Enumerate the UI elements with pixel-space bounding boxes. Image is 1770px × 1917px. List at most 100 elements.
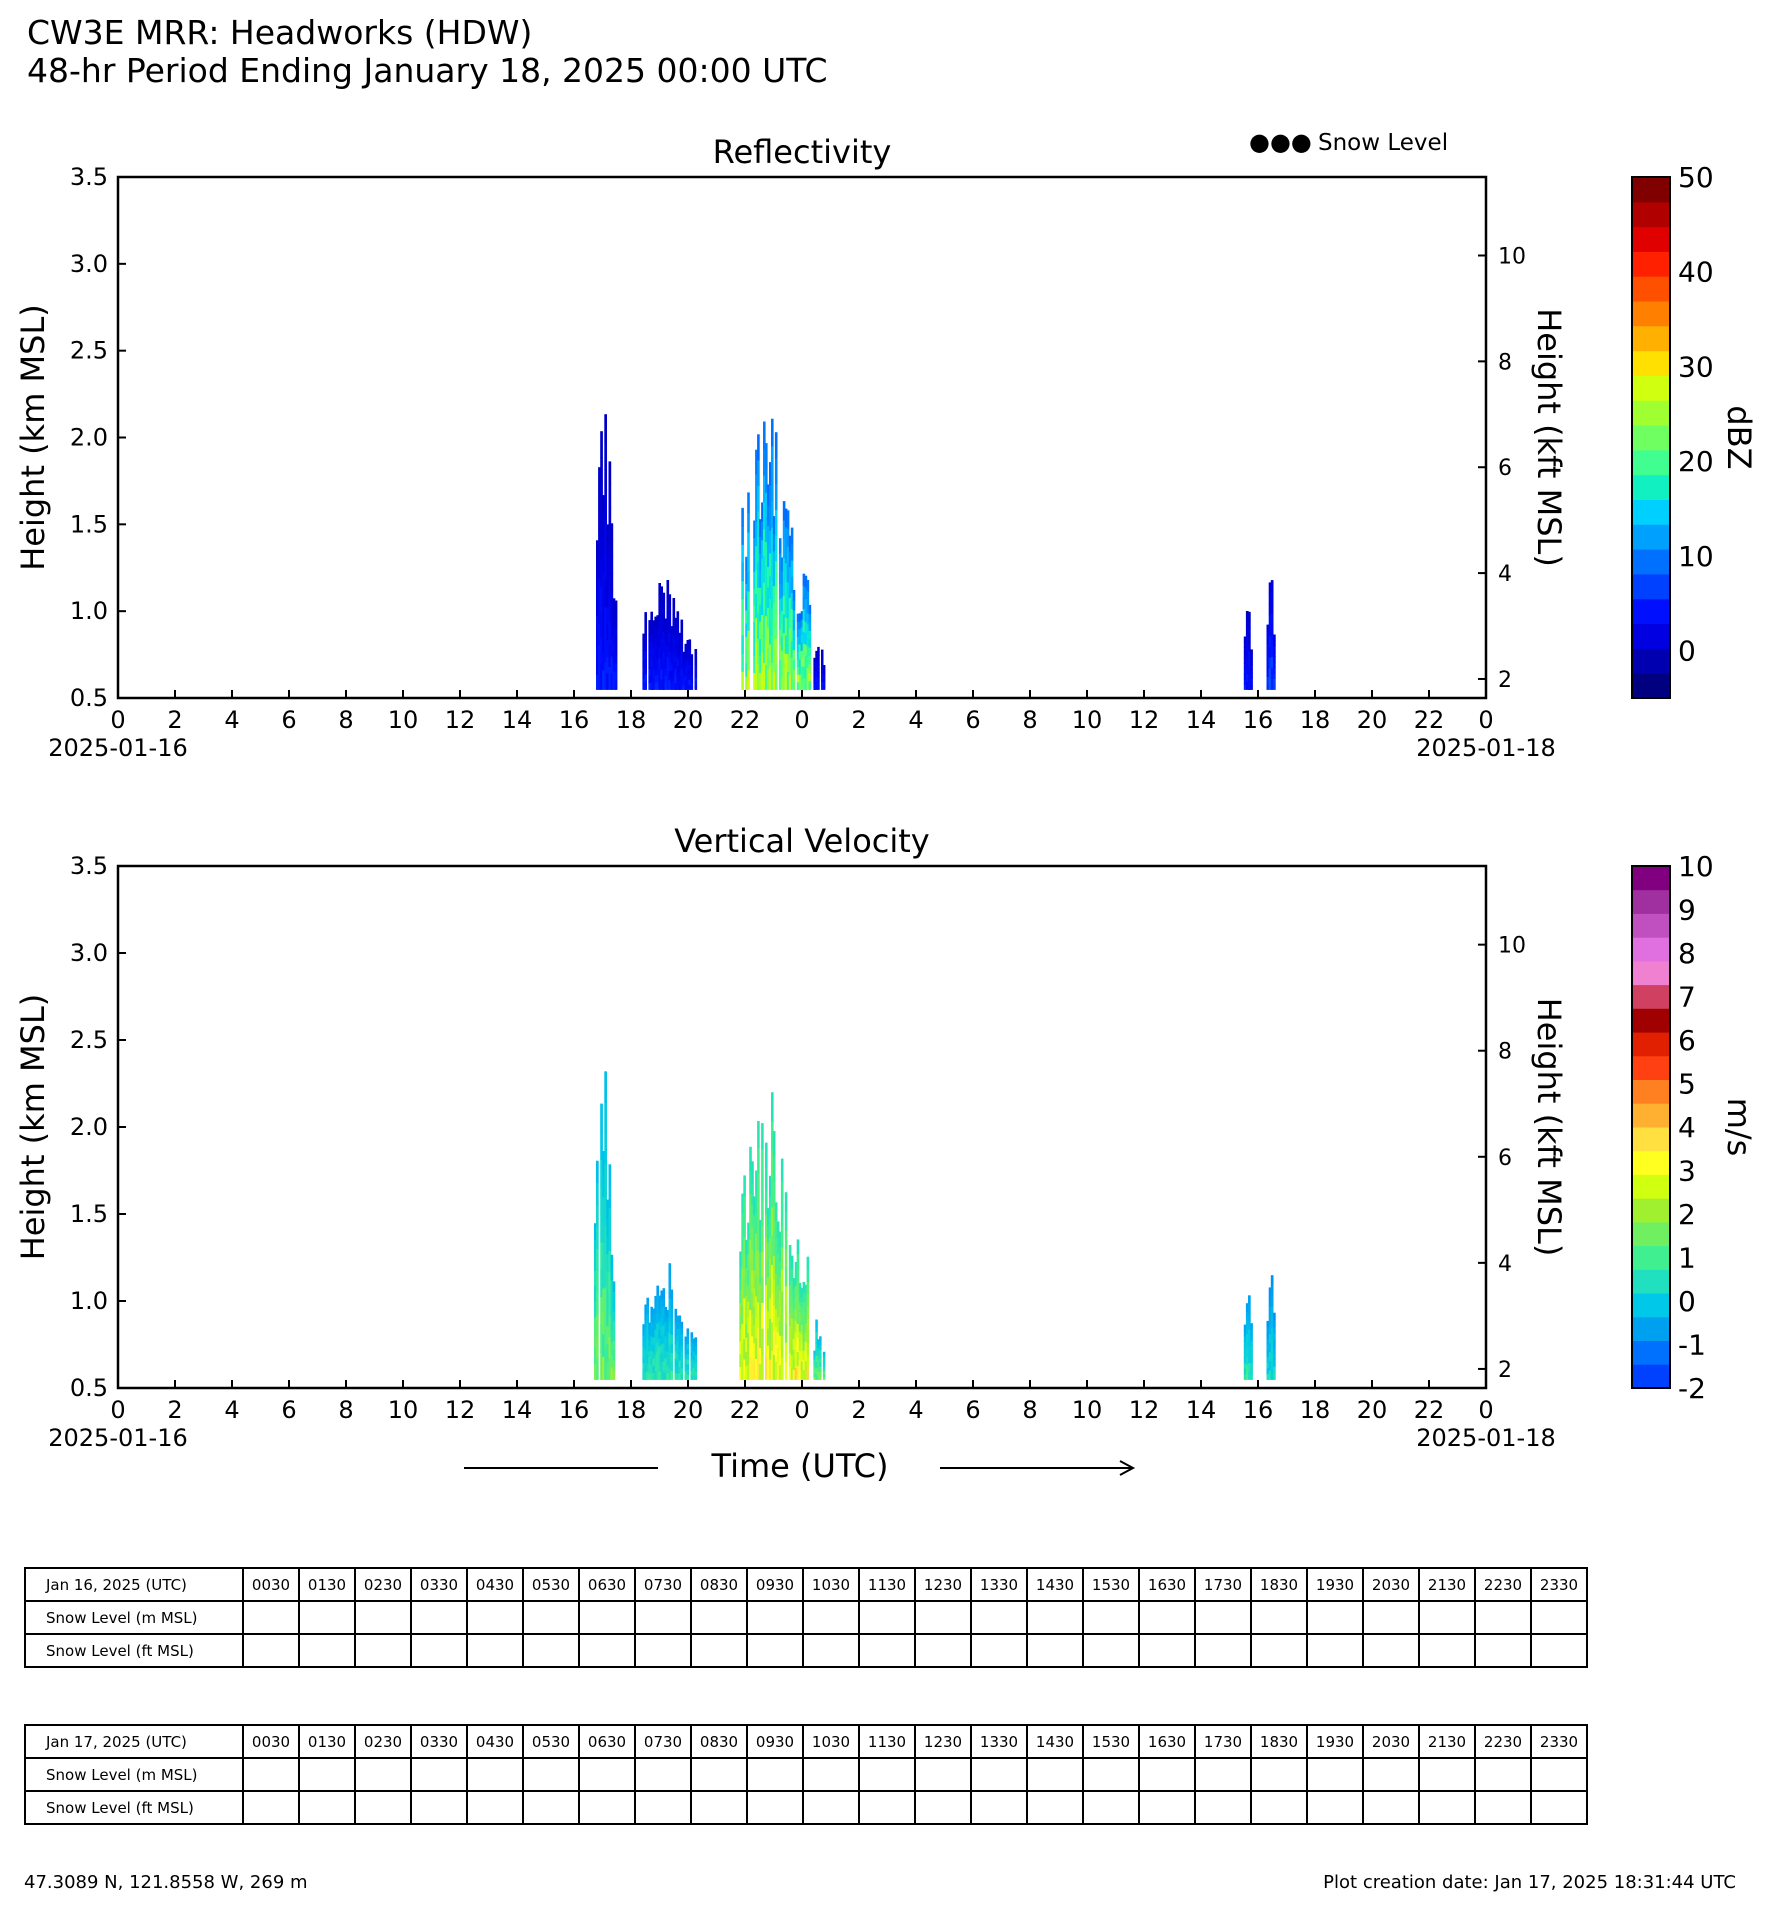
echo-cell	[778, 628, 782, 645]
echo-cell	[771, 581, 774, 609]
echo-cell	[670, 657, 674, 665]
echo-cell	[1250, 657, 1253, 662]
echo-cell	[813, 1376, 816, 1380]
echo-cell	[1248, 1303, 1251, 1313]
echo-cell	[767, 1310, 770, 1329]
echo-cell	[802, 631, 806, 644]
echo-cell	[676, 1347, 680, 1355]
echo-cell	[1270, 656, 1274, 668]
echo-cell	[664, 1343, 668, 1351]
echo-cell	[776, 1221, 780, 1238]
echo-cell	[800, 1361, 804, 1371]
echo-cell	[606, 1199, 610, 1219]
snow-level-cell	[354, 1600, 412, 1635]
snow-level-cell	[634, 1790, 692, 1825]
echo-cell	[648, 627, 651, 635]
echo-cell	[784, 1360, 788, 1380]
x-tick-label: 22	[1414, 1396, 1445, 1424]
echo-cell	[767, 1225, 770, 1243]
echo-cell	[656, 1323, 659, 1334]
echo-cell	[596, 614, 599, 631]
echo-cell	[817, 1375, 820, 1380]
echo-cell	[610, 606, 614, 624]
echo-cell	[765, 664, 768, 690]
echo-cell	[594, 1348, 597, 1365]
echo-cell	[769, 598, 772, 622]
echo-cell	[658, 1329, 661, 1339]
echo-cell	[688, 649, 692, 655]
snow-level-cell	[578, 1757, 636, 1792]
echo-cell	[658, 1320, 661, 1330]
x-tick-label: 10	[388, 706, 419, 734]
colorbar-segment	[1632, 1055, 1670, 1080]
echo-cell	[676, 1360, 680, 1368]
echo-cell	[1266, 1326, 1270, 1334]
echo-cell	[684, 1340, 688, 1346]
echo-cell	[694, 665, 698, 670]
echo-cell	[790, 608, 794, 626]
echo-cell	[694, 1345, 698, 1351]
echo-cell	[684, 671, 688, 677]
echo-cell	[596, 1270, 599, 1293]
echo-cell	[1268, 646, 1272, 658]
echo-cell	[610, 1304, 614, 1318]
y-tick-label: 2.0	[70, 1113, 108, 1141]
echo-cell	[784, 1267, 788, 1287]
echo-cell	[650, 681, 653, 690]
echo-cell	[767, 1276, 770, 1295]
echo-cell	[802, 608, 806, 621]
snow-level-cell	[746, 1633, 804, 1668]
echo-cell	[614, 662, 618, 673]
echo-cell	[813, 1350, 816, 1355]
arrow-head-icon	[1119, 1460, 1136, 1476]
colorbar-tick-label: 3	[1678, 1155, 1696, 1188]
echo-cell	[648, 668, 651, 676]
y-tick-label: 1.0	[70, 1287, 108, 1315]
echo-cell	[644, 1371, 647, 1380]
echo-cell	[654, 616, 657, 625]
echo-cell	[757, 587, 760, 614]
echo-cell	[674, 646, 678, 655]
echo-cell	[806, 590, 810, 603]
echo-cell	[598, 667, 601, 690]
echo-cell	[652, 1365, 655, 1373]
echo-cell	[692, 1375, 696, 1380]
echo-cell	[815, 666, 818, 671]
echo-cell	[792, 659, 796, 670]
echo-cell	[596, 555, 599, 571]
echo-cell	[778, 1320, 782, 1336]
echo-cell	[790, 1317, 794, 1331]
echo-cell	[612, 607, 616, 618]
echo-cell	[1266, 676, 1270, 684]
echo-cell	[610, 1354, 614, 1368]
echo-cell	[821, 661, 824, 667]
echo-cell	[1245, 642, 1249, 651]
echo-cell	[821, 677, 824, 682]
echo-cell	[822, 682, 826, 685]
echo-cell	[608, 1271, 612, 1294]
echo-cell	[680, 1344, 684, 1352]
echo-cell	[774, 1343, 778, 1363]
echo-cell	[606, 1235, 610, 1255]
echo-cell	[596, 1160, 599, 1184]
echo-cell	[774, 586, 778, 613]
echo-cell	[743, 1195, 746, 1217]
echo-cell	[747, 590, 750, 612]
echo-cell	[666, 1372, 670, 1380]
time-header-cell: 1830	[1250, 1724, 1308, 1759]
echo-cell	[650, 1314, 653, 1322]
echo-cell	[1248, 1320, 1251, 1330]
echo-cell	[804, 643, 808, 656]
legend: ●●● Snow Level	[1249, 128, 1448, 156]
echo-cell	[644, 619, 647, 629]
echo-cell	[656, 681, 659, 690]
end-date-label: 2025-01-18	[1416, 1424, 1555, 1452]
echo-cell	[753, 1324, 756, 1344]
x-tick-label: 14	[502, 1396, 533, 1424]
echo-cell	[771, 1264, 774, 1294]
echo-cell	[644, 643, 647, 652]
echo-cell	[794, 1344, 798, 1357]
echo-cell	[664, 1314, 668, 1322]
echo-cell	[1250, 649, 1253, 654]
snow-level-cell	[242, 1633, 300, 1668]
